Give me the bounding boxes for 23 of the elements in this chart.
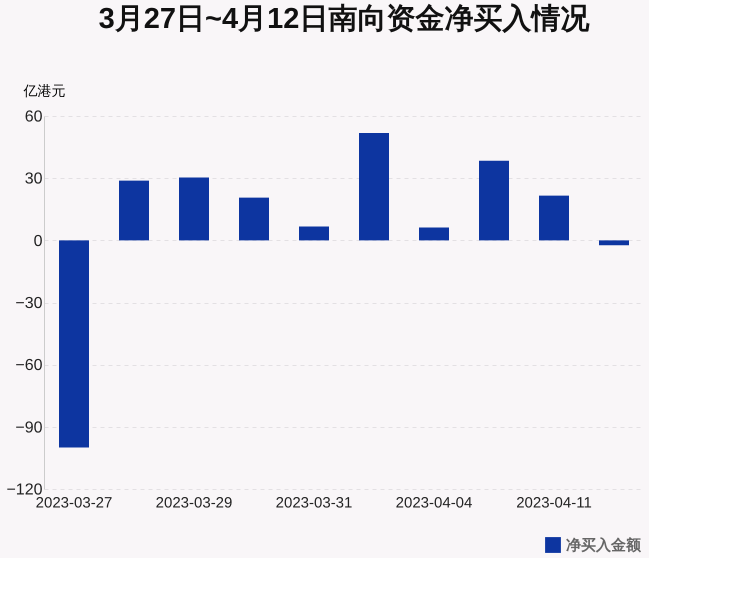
chart-title: 3月27日~4月12日南向资金净买入情况 [98,3,590,35]
y-tick-label: −30 [15,295,43,312]
bar [59,240,89,448]
bar [239,198,269,240]
bar [179,178,209,240]
bar [299,226,329,240]
y-tick-label: 60 [24,108,43,126]
bar [599,240,629,246]
bar [419,227,449,240]
y-tick-label: 0 [34,232,43,250]
bar [359,132,389,240]
bar [539,196,569,240]
y-tick-label: 30 [24,170,43,188]
bar [119,180,149,240]
y-tick-label: −60 [15,357,43,374]
bar [479,160,509,240]
y-axis-title: 亿港元 [22,82,66,98]
x-tick-label: 2023-03-31 [276,494,352,512]
legend-label: 净买入金额 [566,536,642,554]
x-tick-label: 2023-03-29 [156,494,232,512]
x-tick-label: 2023-04-04 [396,494,472,512]
x-tick-label: 2023-04-11 [516,494,592,512]
y-tick-label: −90 [15,419,43,436]
